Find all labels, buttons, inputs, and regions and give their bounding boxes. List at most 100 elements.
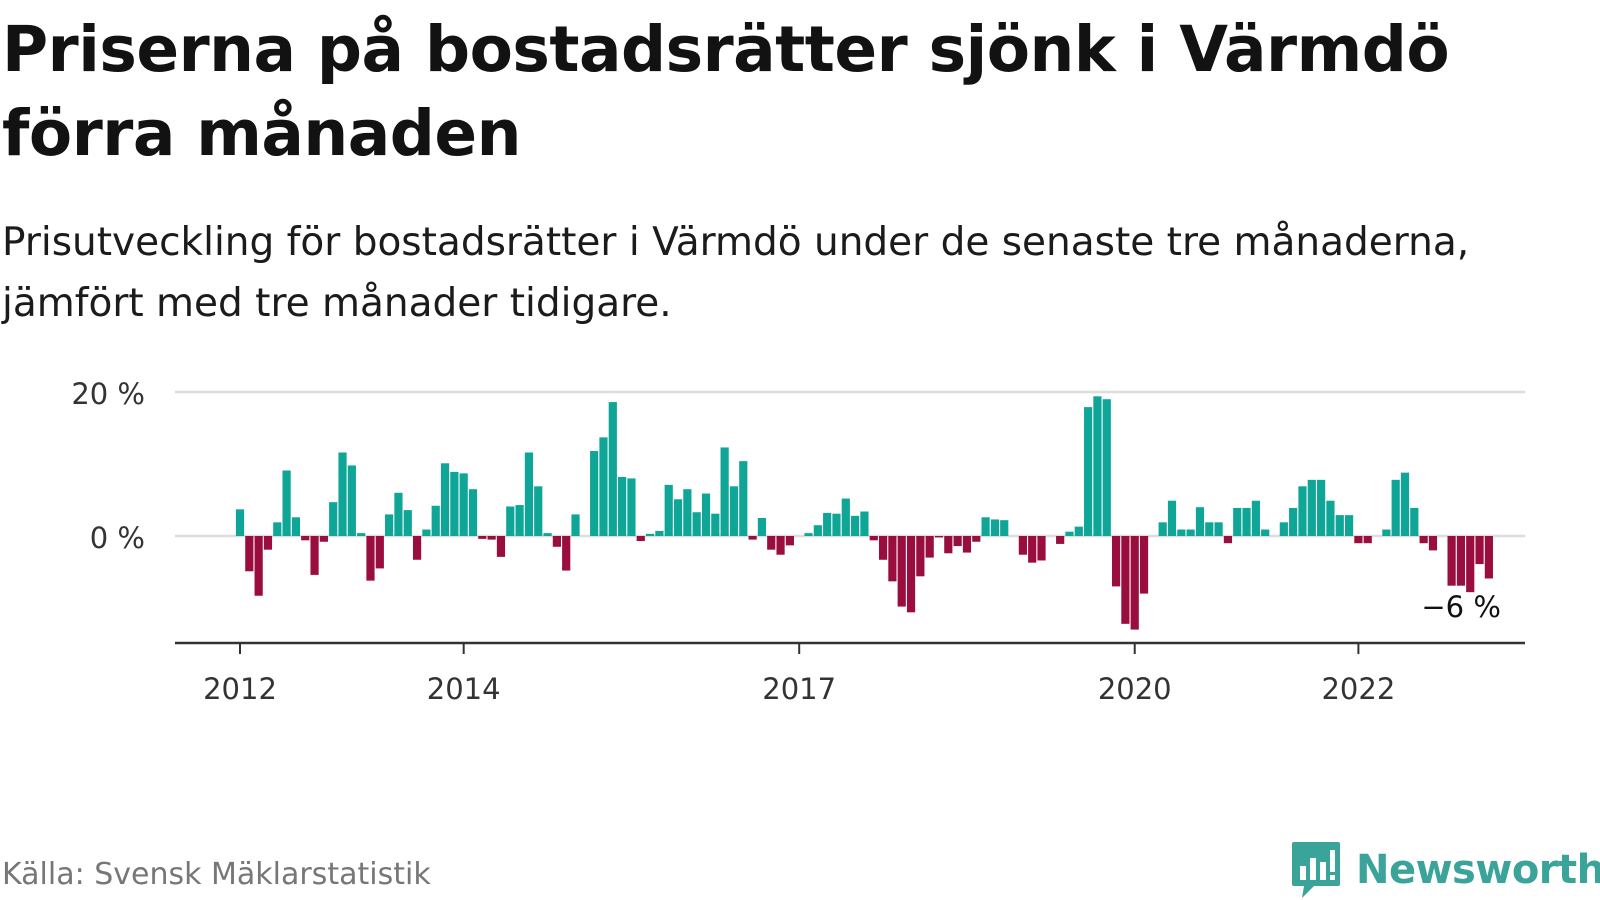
bar xyxy=(739,461,748,536)
bar xyxy=(701,493,711,536)
bar xyxy=(823,512,832,536)
bar xyxy=(944,536,953,554)
bar xyxy=(1251,500,1260,536)
bar xyxy=(1065,531,1074,536)
bar xyxy=(1466,536,1475,593)
bar xyxy=(310,536,319,575)
bar xyxy=(534,486,543,536)
bar xyxy=(1093,396,1102,536)
x-tick-label: 2017 xyxy=(762,672,836,706)
bar xyxy=(357,533,366,536)
bar xyxy=(263,536,273,550)
bar xyxy=(711,513,720,536)
bar xyxy=(683,489,692,536)
bar xyxy=(748,536,757,540)
bar xyxy=(878,536,888,560)
bar xyxy=(1000,520,1009,536)
bar xyxy=(925,536,934,558)
bar xyxy=(347,465,356,536)
bar xyxy=(888,536,897,582)
bar xyxy=(524,452,534,536)
bar xyxy=(1447,536,1456,586)
bar xyxy=(1121,536,1130,624)
bar xyxy=(1344,515,1354,536)
bars xyxy=(235,396,1493,630)
bar xyxy=(1167,500,1177,536)
bar xyxy=(869,536,878,541)
bar xyxy=(1018,536,1027,555)
bar xyxy=(394,492,403,536)
bar xyxy=(1354,536,1363,544)
bar xyxy=(1102,399,1111,536)
bar xyxy=(1382,529,1391,536)
bar xyxy=(301,536,310,541)
bar xyxy=(981,517,990,536)
bar xyxy=(506,506,515,536)
bar xyxy=(673,499,683,536)
bar xyxy=(804,533,813,536)
bar xyxy=(1028,536,1037,563)
bar xyxy=(636,536,645,542)
bar xyxy=(1419,536,1428,544)
bar xyxy=(496,536,506,557)
bar xyxy=(590,451,599,536)
bar xyxy=(1195,507,1205,536)
bar xyxy=(1177,529,1186,536)
bar xyxy=(655,530,664,536)
bar xyxy=(990,519,1000,536)
bar xyxy=(468,489,478,536)
bar xyxy=(235,509,245,536)
bar xyxy=(1084,407,1093,536)
source-note: Källa: Svensk Mäklarstatistik xyxy=(2,857,431,892)
bar xyxy=(1317,479,1326,536)
newsworthy-logo-icon xyxy=(1292,842,1340,898)
bar xyxy=(841,498,850,536)
bar xyxy=(1298,486,1307,536)
last-value-label: −6 % xyxy=(1421,590,1501,624)
x-tick-label: 2022 xyxy=(1321,672,1395,706)
bar xyxy=(627,478,636,536)
chart-title: Priserna på bostadsrätter sjönk i Värmdö… xyxy=(2,13,1450,170)
bar xyxy=(664,484,673,536)
bar xyxy=(599,437,608,536)
bar xyxy=(1475,536,1484,565)
bar xyxy=(1130,536,1139,630)
bar xyxy=(1335,515,1344,536)
bar xyxy=(897,536,906,607)
bar xyxy=(851,515,860,536)
axes xyxy=(175,641,1525,654)
bar xyxy=(1484,536,1493,579)
bar xyxy=(934,536,944,538)
bar xyxy=(440,463,450,536)
labels: 0 % 20 % 2012 2014 2017 2020 2022 −6 % xyxy=(71,377,1501,706)
bar xyxy=(1233,507,1242,536)
x-tick-label: 2014 xyxy=(427,672,501,706)
bar xyxy=(1223,536,1233,544)
bar xyxy=(319,536,328,542)
bar xyxy=(1037,536,1046,561)
bar xyxy=(385,514,394,536)
bar xyxy=(906,536,916,613)
bar xyxy=(1214,522,1223,536)
bar xyxy=(1400,472,1410,536)
x-tick-label: 2020 xyxy=(1098,672,1172,706)
bar xyxy=(1456,536,1466,586)
bar xyxy=(1326,500,1335,536)
bar xyxy=(1074,526,1083,536)
bar xyxy=(552,536,561,547)
bar xyxy=(767,536,776,550)
bar xyxy=(757,518,767,536)
bar xyxy=(1363,536,1372,544)
y-tick-label: 0 % xyxy=(90,521,145,555)
bar xyxy=(571,514,580,536)
bar xyxy=(450,471,459,536)
bar xyxy=(860,511,869,536)
bar xyxy=(478,536,487,539)
bar xyxy=(776,536,785,555)
brand-name: Newsworthy xyxy=(1356,847,1600,893)
bar xyxy=(813,525,822,536)
newsworthy-logo[interactable]: Newsworthy xyxy=(1290,840,1600,900)
bar xyxy=(459,473,468,536)
bar xyxy=(1186,529,1195,536)
bar xyxy=(254,536,263,596)
